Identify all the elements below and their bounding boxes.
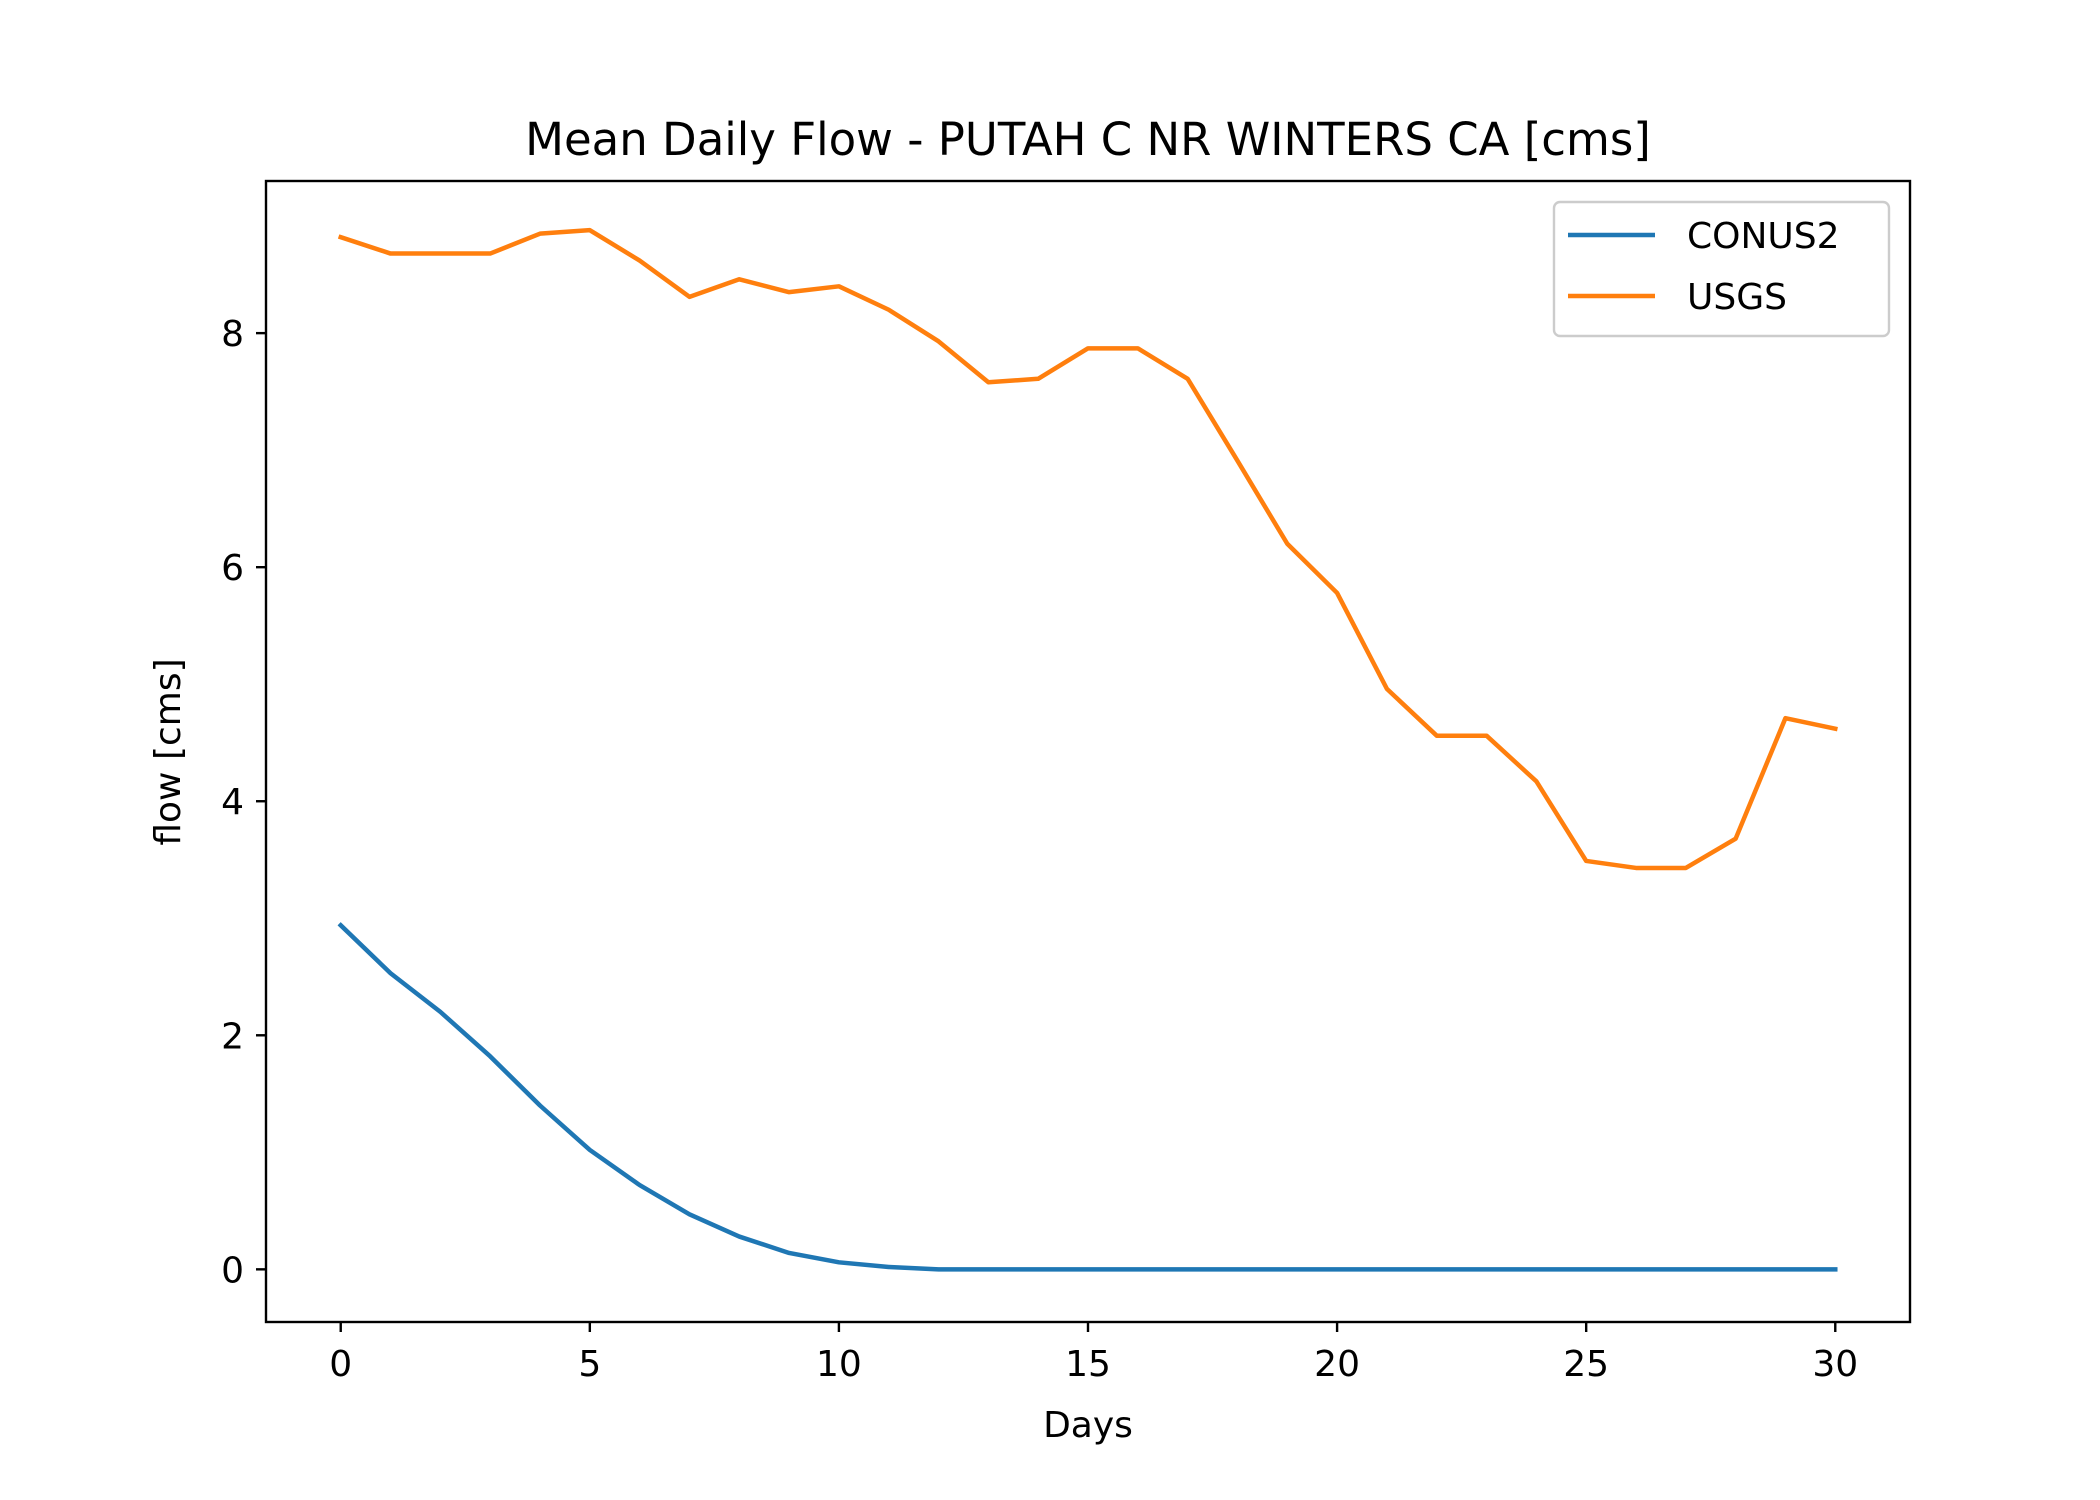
x-tick-label: 0 xyxy=(329,1344,352,1385)
series-line-conus2 xyxy=(337,922,1838,1272)
y-tick-label: 8 xyxy=(221,314,244,355)
x-axis-label: Days xyxy=(1043,1405,1133,1446)
legend-label-usgs: USGS xyxy=(1687,277,1787,318)
x-tick-label: 20 xyxy=(1314,1344,1360,1385)
series-line-usgs xyxy=(337,227,1838,871)
y-tick-label: 6 xyxy=(221,548,244,589)
x-tick-label: 10 xyxy=(816,1344,862,1385)
y-tick-label: 0 xyxy=(221,1250,244,1291)
chart-title: Mean Daily Flow - PUTAH C NR WINTERS CA … xyxy=(525,113,1651,166)
x-axis: 0 5 10 15 20 25 30 xyxy=(329,1322,1858,1385)
y-axis: 0 2 4 6 8 xyxy=(221,314,266,1291)
x-tick-label: 15 xyxy=(1065,1344,1111,1385)
y-axis-label: flow [cms] xyxy=(148,658,189,845)
legend-label-conus2: CONUS2 xyxy=(1687,216,1840,257)
x-tick-label: 5 xyxy=(578,1344,601,1385)
x-tick-label: 30 xyxy=(1812,1344,1858,1385)
y-tick-label: 4 xyxy=(221,782,244,823)
legend: CONUS2 USGS xyxy=(1552,200,1891,338)
y-tick-label: 2 xyxy=(221,1016,244,1057)
series-layer xyxy=(337,227,1838,1272)
x-tick-label: 25 xyxy=(1563,1344,1609,1385)
